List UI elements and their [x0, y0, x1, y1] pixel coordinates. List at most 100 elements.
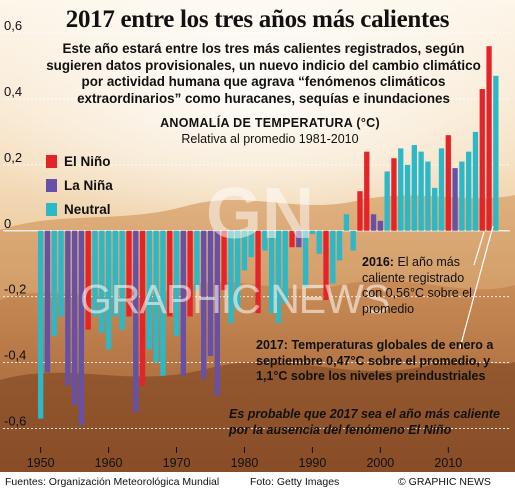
x-tick-label: 1950: [27, 456, 55, 470]
bar-2008: [432, 187, 438, 231]
bar-2003: [398, 148, 404, 231]
bar-1990: [309, 230, 316, 235]
x-tick-label: 2000: [366, 456, 394, 470]
page-subtitle: Este año estará entre los tres más calie…: [46, 41, 481, 106]
bar-2002: [391, 158, 397, 231]
bar-1973: [194, 230, 200, 291]
bar-2006: [418, 151, 424, 231]
footer: Fuentes: Organización Meteorológica Mund…: [0, 472, 515, 493]
bar-1963: [126, 230, 132, 317]
bar-1991: [316, 230, 322, 254]
bar-1976: [214, 230, 220, 396]
bar-1986: [282, 230, 288, 304]
bar-1975: [207, 230, 214, 357]
annotation-2016-year: 2016:: [362, 255, 394, 269]
bar-1953: [58, 230, 64, 317]
bar-2011: [452, 168, 458, 231]
bar-1996: [350, 230, 356, 251]
chart-header: ANOMALÍA DE TEMPERATURA (°C) Relativa al…: [120, 116, 420, 146]
bar-1972: [187, 230, 193, 317]
legend-label: El Niño: [64, 153, 111, 169]
bar-1960: [105, 230, 112, 350]
footer-photo-credit: Foto: Getty Images: [250, 476, 340, 488]
bar-1958: [92, 230, 98, 317]
bar-2004: [404, 164, 411, 231]
watermark-logo-letters: GN: [206, 174, 314, 254]
bar-1993: [330, 230, 336, 284]
y-tick-labels: 0,6 0,4 0,2 0 -0,2 -0,4 -0,6: [4, 18, 26, 429]
bar-2007: [425, 161, 431, 231]
x-tick-labels: 1950 1960 1970 1980 1990 2000 2010: [27, 447, 462, 470]
bar-1966: [146, 230, 153, 350]
bar-1998: [364, 151, 370, 231]
bar-2013: [466, 151, 472, 231]
x-tick-label: 1980: [231, 456, 259, 470]
bars: [38, 46, 499, 426]
y-tick-label: -0,2: [4, 282, 26, 297]
bar-1987: [289, 230, 295, 248]
bar-2001: [384, 171, 390, 231]
bar-1989: [302, 230, 309, 287]
bar-1950: [38, 230, 44, 419]
bar-1984: [269, 230, 275, 314]
legend-swatch-neutral: [46, 202, 57, 216]
bar-1964: [133, 230, 139, 413]
bar-1970: [173, 230, 180, 337]
bar-1985: [275, 230, 282, 324]
bar-2010: [445, 135, 451, 231]
bar-1982: [255, 230, 261, 314]
legend-swatch-la-nina: [46, 178, 57, 192]
bar-2017: [493, 75, 499, 231]
bar-1988: [296, 230, 302, 248]
watermark-logo: GN: [206, 174, 314, 254]
y-tick-label: 0: [4, 216, 11, 231]
annotation-2016-text: El año más caliente registrado con 0,56°…: [362, 255, 472, 316]
bar-1999: [370, 214, 377, 231]
bar-2014: [472, 131, 479, 231]
bar-1954: [65, 230, 71, 386]
x-tick-label: 1960: [95, 456, 123, 470]
watermark-text: GRAPHIC NEWS: [80, 276, 390, 322]
footer-copyright: © GRAPHIC NEWS: [398, 476, 491, 488]
bar-1967: [153, 230, 159, 363]
bar-1977: [221, 230, 227, 291]
bar-2009: [438, 148, 445, 231]
bar-1994: [336, 230, 343, 261]
footer-sources: Fuentes: Organización Meteorológica Mund…: [5, 476, 220, 488]
bar-1997: [357, 191, 363, 231]
bar-1974: [201, 230, 207, 380]
bar-1957: [85, 230, 91, 330]
bar-1962: [119, 230, 125, 330]
annotation-lines: [459, 225, 494, 349]
bar-2016: [486, 46, 492, 231]
y-tick-label: -0,4: [4, 348, 26, 363]
x-tick-label: 1970: [163, 456, 191, 470]
bar-1956: [78, 230, 85, 426]
bar-1978: [228, 230, 234, 324]
bar-1983: [262, 230, 268, 251]
bar-1971: [180, 230, 186, 376]
bar-1961: [112, 230, 119, 317]
legend-swatch-el-nino: [46, 154, 57, 168]
bar-1952: [51, 230, 57, 337]
bar-1955: [71, 230, 78, 406]
bar-1995: [343, 214, 350, 231]
bar-1959: [99, 230, 105, 333]
y-tick-label: -0,6: [4, 414, 26, 429]
x-tick-label: 1990: [299, 456, 327, 470]
chart-subtitle: Relativa al promedio 1981-2010: [181, 132, 359, 146]
bar-1968: [160, 230, 166, 376]
legend-label: La Niña: [64, 177, 113, 193]
bar-1965: [139, 230, 146, 386]
chart-title: ANOMALÍA DE TEMPERATURA (°C): [160, 116, 380, 130]
bar-1979: [235, 230, 241, 310]
legend-label: Neutral: [64, 201, 111, 217]
bar-2015: [479, 89, 485, 231]
bar-1980: [241, 230, 248, 271]
bar-2012: [459, 161, 465, 231]
annotation-conclusion: Es probable que 2017 sea el año más cali…: [229, 407, 500, 437]
x-tick-label: 2010: [434, 456, 462, 470]
